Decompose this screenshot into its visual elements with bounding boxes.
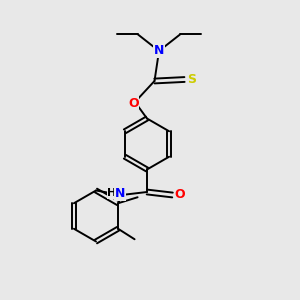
Text: H: H [107,188,116,199]
Text: O: O [175,188,185,202]
Text: N: N [115,187,125,200]
Text: S: S [188,73,196,86]
Text: O: O [128,97,139,110]
Text: N: N [154,44,164,58]
